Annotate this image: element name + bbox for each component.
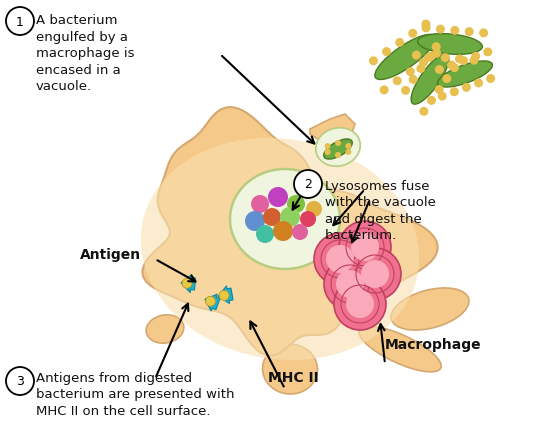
Circle shape [326,245,354,273]
Text: Lysosomes fuse
with the vacuole
and digest the
bacterium.: Lysosomes fuse with the vacuole and dige… [325,180,436,242]
Text: 2: 2 [304,178,312,191]
Ellipse shape [316,128,360,167]
Ellipse shape [411,55,449,105]
Circle shape [6,8,34,36]
Circle shape [419,59,428,68]
Circle shape [345,144,351,150]
Circle shape [336,270,364,298]
Ellipse shape [437,62,492,88]
Text: Antigens from digested
bacterium are presented with
MHC II on the cell surface.: Antigens from digested bacterium are pre… [36,371,234,417]
Circle shape [409,30,417,39]
Ellipse shape [230,170,340,269]
Circle shape [483,48,492,57]
Circle shape [292,225,308,240]
Text: 3: 3 [16,374,24,388]
FancyArrow shape [181,275,195,293]
Circle shape [334,279,386,330]
Circle shape [380,86,388,95]
Circle shape [401,87,410,95]
Circle shape [465,28,474,37]
Circle shape [345,150,351,155]
Circle shape [474,79,483,88]
Circle shape [6,367,34,395]
Circle shape [314,233,366,285]
Circle shape [256,226,274,244]
Circle shape [447,61,456,71]
Circle shape [294,171,322,198]
Text: 1: 1 [16,15,24,28]
Circle shape [450,64,459,73]
Circle shape [306,201,322,218]
Ellipse shape [263,344,318,394]
Polygon shape [143,108,437,356]
Circle shape [263,208,281,226]
Circle shape [427,97,436,106]
Text: Antigen: Antigen [80,247,141,261]
Polygon shape [310,115,355,148]
Circle shape [450,27,459,36]
Circle shape [369,57,378,66]
Circle shape [432,49,441,59]
Circle shape [438,92,447,102]
Circle shape [435,66,444,75]
Circle shape [479,29,488,38]
Circle shape [349,248,401,300]
Circle shape [324,258,376,310]
Circle shape [469,57,479,66]
Circle shape [442,75,452,84]
Circle shape [412,52,421,60]
FancyArrow shape [218,286,233,304]
Ellipse shape [141,139,419,360]
Circle shape [462,84,471,92]
Circle shape [471,53,480,62]
Circle shape [219,291,229,301]
Circle shape [393,77,401,86]
Circle shape [436,25,445,35]
Circle shape [245,212,265,231]
Circle shape [450,88,459,97]
Circle shape [486,75,495,84]
Ellipse shape [146,315,184,343]
Text: A bacterium
engulfed by a
macrophage is
encased in a
vacuole.: A bacterium engulfed by a macrophage is … [36,14,134,93]
Circle shape [459,57,468,66]
Circle shape [395,39,404,48]
Circle shape [455,55,464,64]
Ellipse shape [391,288,469,330]
Circle shape [361,261,389,288]
Circle shape [287,195,305,213]
Circle shape [206,297,215,307]
Circle shape [435,86,444,95]
Circle shape [339,222,391,273]
Circle shape [422,21,430,29]
Text: Macrophage: Macrophage [385,337,481,351]
Ellipse shape [359,326,441,372]
Circle shape [416,65,425,74]
Circle shape [346,290,374,318]
Circle shape [419,108,428,117]
Circle shape [325,144,331,150]
Circle shape [409,76,418,85]
Circle shape [441,54,450,63]
Circle shape [431,43,441,52]
Circle shape [422,24,430,33]
Circle shape [424,54,433,63]
Circle shape [335,153,341,159]
Circle shape [426,53,435,62]
Ellipse shape [375,35,435,80]
FancyArrow shape [205,294,220,311]
Circle shape [335,141,341,147]
Text: MHC II: MHC II [268,370,319,384]
Ellipse shape [418,35,483,55]
Circle shape [182,279,192,289]
Circle shape [273,222,293,241]
Circle shape [382,48,391,57]
Ellipse shape [324,140,353,160]
Circle shape [268,187,288,208]
Circle shape [325,150,331,155]
Circle shape [300,212,316,227]
Circle shape [351,233,379,261]
Circle shape [251,195,269,213]
Circle shape [280,208,300,227]
Circle shape [406,68,415,77]
